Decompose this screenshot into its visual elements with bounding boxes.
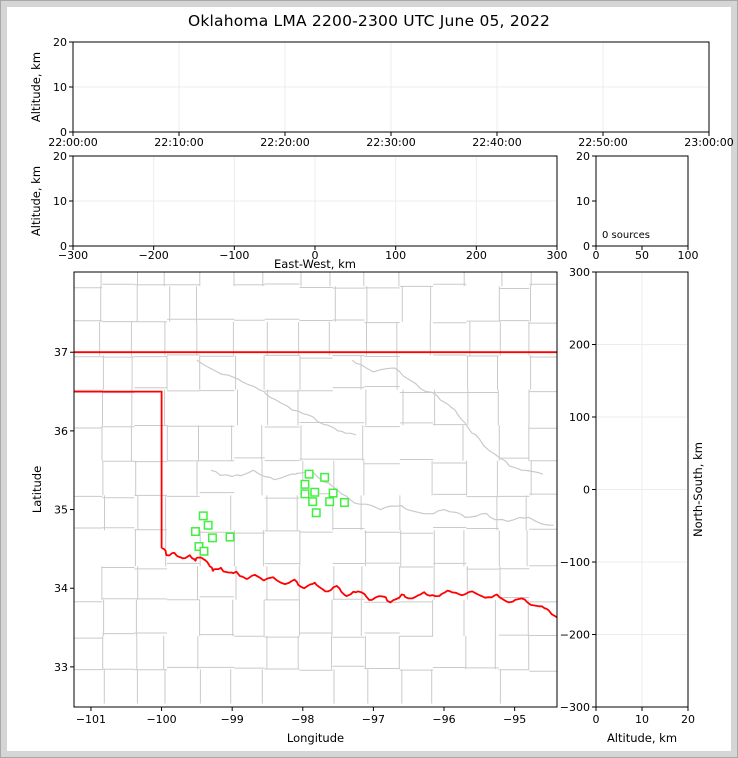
x-tick-label: 0 <box>593 249 600 262</box>
x-tick-label: −100 <box>219 249 249 262</box>
y-tick-label: 300 <box>569 266 590 279</box>
x-tick-label: −97 <box>362 713 385 726</box>
x-axis-label: Altitude, km <box>607 731 677 745</box>
lma-station-marker <box>199 546 209 556</box>
x-axis-label: Longitude <box>287 731 344 745</box>
y-tick-label: 20 <box>576 150 590 163</box>
x-tick-label: −95 <box>503 713 526 726</box>
lma-station-marker <box>308 497 318 507</box>
y-tick-label: 0 <box>60 126 67 139</box>
y-tick-label: 20 <box>53 36 67 49</box>
y-tick-label: 200 <box>569 339 590 352</box>
lma-station-marker <box>203 520 213 530</box>
y-tick-label: 10 <box>53 195 67 208</box>
y-tick-label: −300 <box>560 701 590 714</box>
x-tick-label: 200 <box>466 249 487 262</box>
x-tick-label: 22:40:00 <box>472 136 521 149</box>
y-axis-label: Latitude <box>30 466 44 513</box>
x-tick-label: −200 <box>139 249 169 262</box>
map-panel-border <box>73 271 558 708</box>
x-tick-label: 0 <box>593 713 600 726</box>
lma-station-marker <box>225 532 235 542</box>
x-tick-label: −98 <box>291 713 314 726</box>
y-tick-label: 37 <box>54 346 68 359</box>
lma-station-marker <box>325 497 335 507</box>
x-tick-label: 23:00:00 <box>684 136 733 149</box>
x-tick-label: 22:20:00 <box>260 136 309 149</box>
x-tick-label: 50 <box>635 249 649 262</box>
y-tick-label: 100 <box>569 411 590 424</box>
y-axis-label: Altitude, km <box>29 52 43 122</box>
lma-station-marker <box>300 479 310 489</box>
y-tick-label: 35 <box>54 504 68 517</box>
lma-station-marker <box>328 488 338 498</box>
y-tick-label: −200 <box>560 629 590 642</box>
x-tick-label: −99 <box>221 713 244 726</box>
map-content <box>74 272 557 704</box>
x-tick-label: 100 <box>678 249 699 262</box>
x-tick-label: −100 <box>146 713 176 726</box>
river-line <box>196 359 356 436</box>
x-tick-label: 22:50:00 <box>578 136 627 149</box>
x-tick-label: 22:10:00 <box>154 136 203 149</box>
x-tick-label: 100 <box>385 249 406 262</box>
y-tick-label: 0 <box>60 240 67 253</box>
y-tick-label: 10 <box>576 195 590 208</box>
lma-station-marker <box>339 497 349 507</box>
figure-title: Oklahoma LMA 2200-2300 UTC June 05, 2022 <box>187 12 551 30</box>
lma-station-marker <box>190 527 200 537</box>
x-tick-label: 10 <box>635 713 649 726</box>
x-tick-label: 0 <box>312 249 319 262</box>
sources-count-label: 0 sources <box>602 230 650 241</box>
y-axis-label: North-South, km <box>691 442 705 537</box>
x-tick-label: 20 <box>681 713 695 726</box>
y-tick-label: 34 <box>54 582 68 595</box>
lma-station-marker <box>300 489 310 499</box>
lma-station-marker <box>207 533 217 543</box>
lma-station-marker <box>304 469 314 479</box>
river-line <box>351 359 544 475</box>
lma-station-marker <box>311 508 321 518</box>
river-line <box>210 469 554 526</box>
x-tick-label: −101 <box>76 713 106 726</box>
x-tick-label: 22:00:00 <box>48 136 97 149</box>
lma-station-marker <box>320 472 330 482</box>
x-tick-label: −96 <box>432 713 455 726</box>
state-border <box>74 351 557 549</box>
y-tick-label: 0 <box>583 484 590 497</box>
x-tick-label: 22:30:00 <box>366 136 415 149</box>
x-axis-label: East-West, km <box>274 257 356 271</box>
county-boundaries <box>74 272 557 704</box>
x-tick-label: 300 <box>547 249 568 262</box>
lma-station-marker <box>310 487 320 497</box>
y-axis-label: Altitude, km <box>29 166 43 236</box>
y-tick-label: 20 <box>53 150 67 163</box>
y-tick-label: 10 <box>53 81 67 94</box>
red-river-border <box>161 547 557 619</box>
y-tick-label: 33 <box>54 661 68 674</box>
y-tick-label: −100 <box>560 556 590 569</box>
y-tick-label: 36 <box>54 425 68 438</box>
x-tick-label: −300 <box>58 249 88 262</box>
y-tick-label: 0 <box>583 240 590 253</box>
lma-station-marker <box>194 542 204 552</box>
lma-station-marker <box>198 511 208 521</box>
